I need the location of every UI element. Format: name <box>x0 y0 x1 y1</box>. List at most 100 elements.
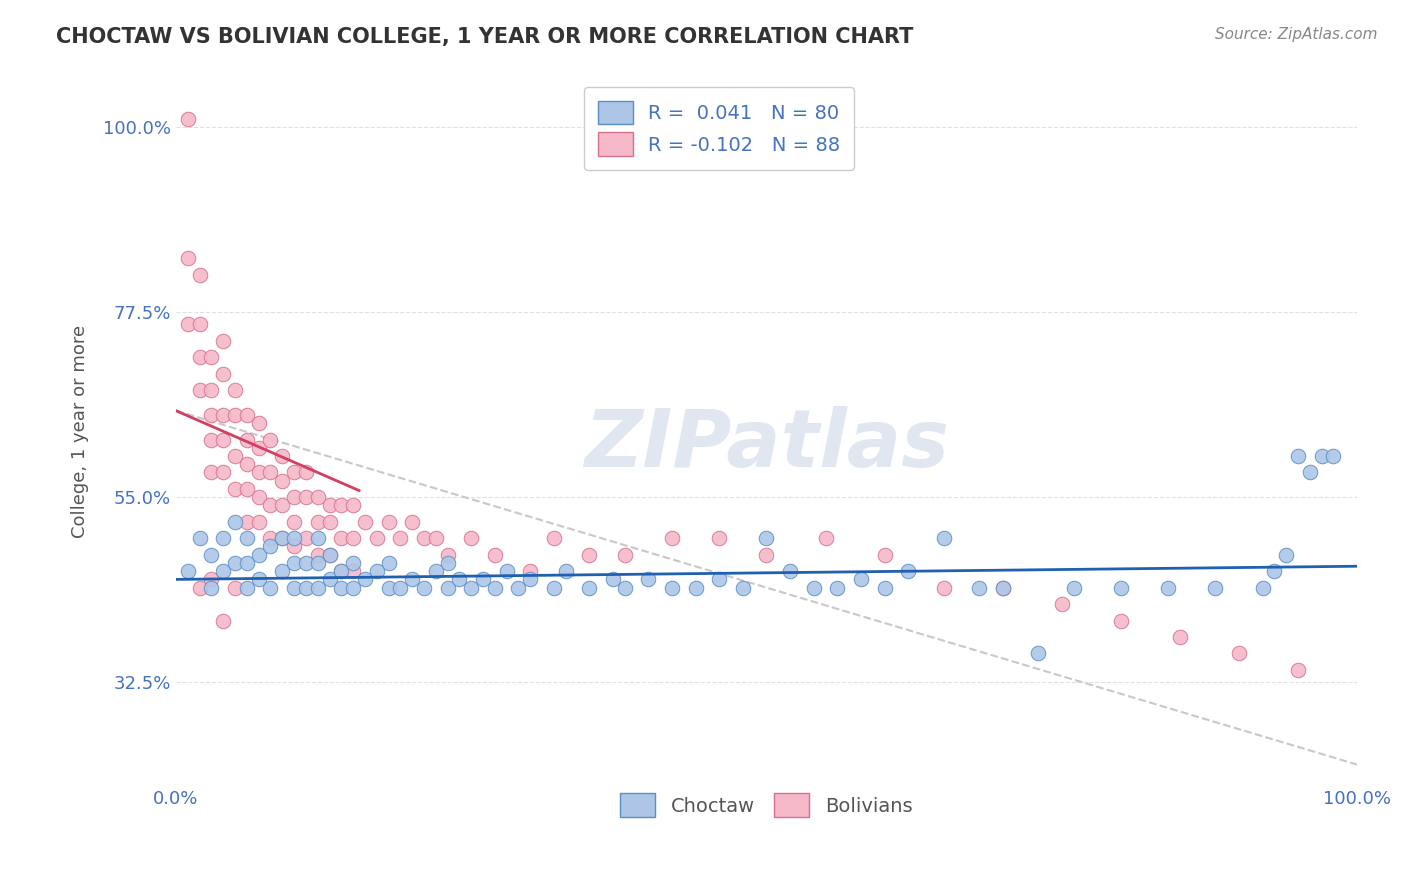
Point <box>661 581 683 595</box>
Text: Source: ZipAtlas.com: Source: ZipAtlas.com <box>1215 27 1378 42</box>
Text: ZIPatlas: ZIPatlas <box>583 407 949 484</box>
Point <box>330 564 353 578</box>
Point <box>283 490 305 504</box>
Point <box>897 564 920 578</box>
Point <box>224 515 246 529</box>
Point <box>755 531 778 545</box>
Point <box>661 531 683 545</box>
Point <box>366 531 388 545</box>
Point <box>188 383 211 397</box>
Point <box>578 548 600 562</box>
Point <box>224 556 246 570</box>
Point <box>342 564 364 578</box>
Point <box>212 564 235 578</box>
Point <box>307 548 329 562</box>
Point <box>236 556 259 570</box>
Point <box>247 466 270 480</box>
Point <box>307 515 329 529</box>
Point <box>283 515 305 529</box>
Point <box>247 548 270 562</box>
Point <box>354 515 377 529</box>
Point <box>1026 647 1049 661</box>
Point <box>389 531 412 545</box>
Point <box>188 531 211 545</box>
Point <box>873 548 896 562</box>
Point <box>271 564 294 578</box>
Point <box>460 531 482 545</box>
Point <box>295 490 318 504</box>
Point <box>212 367 235 381</box>
Point <box>200 548 222 562</box>
Point <box>1109 581 1132 595</box>
Point <box>1275 548 1298 562</box>
Point <box>991 581 1014 595</box>
Point <box>177 564 200 578</box>
Point <box>307 581 329 595</box>
Point <box>200 350 222 364</box>
Point <box>342 531 364 545</box>
Point <box>236 482 259 496</box>
Point <box>389 581 412 595</box>
Point <box>685 581 707 595</box>
Point <box>484 581 506 595</box>
Point <box>1299 466 1322 480</box>
Point <box>271 531 294 545</box>
Point <box>212 334 235 348</box>
Point <box>177 252 200 266</box>
Point <box>543 531 565 545</box>
Point <box>247 416 270 430</box>
Point <box>283 540 305 554</box>
Point <box>377 515 399 529</box>
Point <box>1251 581 1274 595</box>
Point <box>307 531 329 545</box>
Point <box>224 408 246 422</box>
Point <box>318 499 340 513</box>
Point <box>247 573 270 587</box>
Point <box>212 531 235 545</box>
Point <box>307 556 329 570</box>
Point <box>401 573 423 587</box>
Point <box>519 564 541 578</box>
Point <box>342 499 364 513</box>
Point <box>460 581 482 595</box>
Point <box>578 581 600 595</box>
Point <box>991 581 1014 595</box>
Point <box>814 531 837 545</box>
Point <box>200 433 222 447</box>
Point <box>873 581 896 595</box>
Point <box>1310 449 1333 463</box>
Point <box>259 499 281 513</box>
Point <box>1157 581 1180 595</box>
Point <box>755 548 778 562</box>
Point <box>200 573 222 587</box>
Point <box>318 548 340 562</box>
Point <box>803 581 825 595</box>
Point <box>1168 630 1191 644</box>
Point <box>779 564 801 578</box>
Point <box>519 573 541 587</box>
Point <box>318 515 340 529</box>
Point <box>1204 581 1226 595</box>
Point <box>484 548 506 562</box>
Point <box>212 614 235 628</box>
Legend: Choctaw, Bolivians: Choctaw, Bolivians <box>613 786 921 825</box>
Point <box>283 466 305 480</box>
Point <box>247 515 270 529</box>
Point <box>849 573 872 587</box>
Point <box>236 433 259 447</box>
Point <box>271 474 294 488</box>
Point <box>1109 614 1132 628</box>
Point <box>200 408 222 422</box>
Point <box>1050 597 1073 611</box>
Point <box>366 564 388 578</box>
Point <box>543 581 565 595</box>
Point <box>554 564 576 578</box>
Point <box>188 318 211 332</box>
Point <box>709 531 731 545</box>
Point <box>283 531 305 545</box>
Point <box>177 318 200 332</box>
Point <box>271 499 294 513</box>
Point <box>318 548 340 562</box>
Point <box>224 482 246 496</box>
Point <box>212 433 235 447</box>
